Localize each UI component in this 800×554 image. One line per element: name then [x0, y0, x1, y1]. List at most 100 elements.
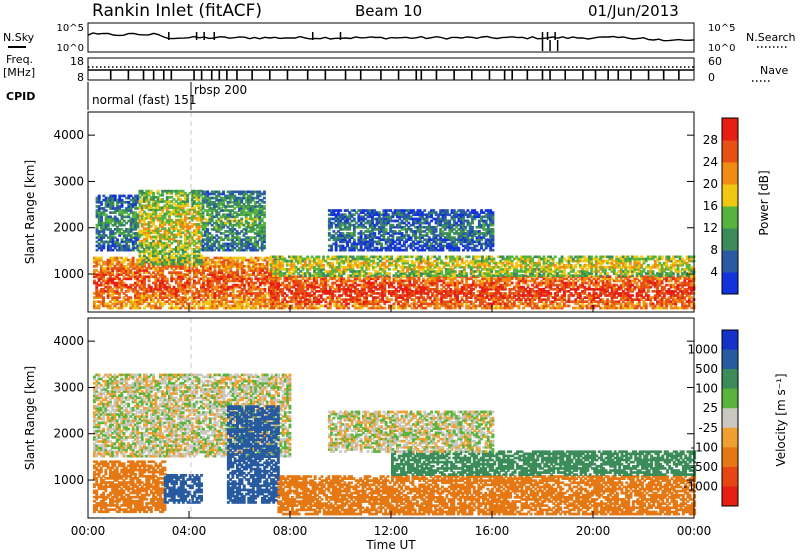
heatmap-cell [156, 306, 160, 310]
heatmap-cell [206, 219, 210, 223]
heatmap-cell [202, 302, 205, 306]
heatmap-cell [285, 304, 289, 308]
heatmap-cell [465, 281, 469, 285]
heatmap-cell [204, 267, 208, 270]
heatmap-cell [301, 290, 305, 293]
heatmap-cell [129, 277, 133, 281]
heatmap-cell [131, 256, 135, 260]
heatmap-cell [140, 225, 144, 228]
heatmap-cell [149, 294, 153, 297]
heatmap-cell [193, 294, 196, 297]
heatmap-cell [143, 231, 146, 235]
heatmap-cell [109, 306, 112, 310]
heatmap-cell [172, 290, 176, 293]
heatmap-cell [204, 287, 208, 291]
heatmap-cell [172, 235, 176, 239]
heatmap-cell [165, 221, 169, 224]
heatmap-cell [208, 298, 212, 301]
heatmap-cell [488, 279, 491, 283]
heatmap-cell [474, 283, 478, 287]
heatmap-cell [143, 218, 146, 222]
heatmap-cell [599, 285, 603, 289]
heatmap-cell [183, 292, 187, 295]
heatmap-cell [131, 262, 135, 266]
heatmap-cell [183, 298, 187, 301]
heatmap-cell [111, 248, 115, 252]
heatmap-cell [152, 218, 155, 222]
heatmap-cell [549, 292, 553, 295]
heatmap-cell [159, 250, 162, 253]
heatmap-cell [342, 281, 346, 285]
heatmap-cell [134, 203, 138, 206]
heatmap-cell [147, 206, 151, 210]
heatmap-cell [597, 283, 600, 287]
heatmap-cell [245, 265, 249, 268]
heatmap-cell [260, 200, 264, 204]
heatmap-cell [268, 285, 271, 289]
heatmap-cell [508, 287, 512, 291]
heatmap-cell [297, 302, 300, 306]
heatmap-cell [367, 294, 371, 297]
heatmap-cell [215, 240, 219, 244]
heatmap-cell [172, 233, 176, 237]
heatmap-cell [111, 232, 115, 235]
heatmap-cell [288, 290, 291, 293]
heatmap-cell [177, 302, 180, 306]
heatmap-cell [183, 246, 187, 249]
heatmap-cell [190, 189, 194, 193]
heatmap-cell [143, 287, 146, 291]
heatmap-cell [165, 296, 169, 299]
heatmap-cell [93, 275, 96, 279]
heatmap-cell [188, 271, 192, 274]
heatmap-cell [431, 277, 434, 281]
heatmap-cell [385, 281, 389, 285]
heatmap-cell [149, 258, 153, 262]
heatmap-cell [115, 256, 119, 260]
heatmap-cell [136, 215, 140, 219]
heatmap-cell [326, 296, 330, 299]
heatmap-cell [193, 254, 196, 258]
heatmap-cell [413, 285, 416, 289]
heatmap-cell [145, 290, 149, 293]
heatmap-cell [258, 262, 262, 266]
heatmap-cell [161, 200, 165, 203]
heatmap-cell [388, 298, 391, 301]
heatmap-cell [399, 281, 403, 285]
heatmap-cell [356, 290, 360, 293]
heatmap-cell [181, 231, 185, 235]
heatmap-cell [134, 298, 137, 301]
heatmap-cell [125, 244, 128, 248]
heatmap-cell [177, 283, 180, 287]
heatmap-cell [431, 302, 434, 306]
heatmap-cell [229, 292, 233, 295]
heatmap-cell [165, 246, 169, 249]
heatmap-cell [174, 200, 178, 203]
heatmap-cell [206, 300, 210, 304]
heatmap-cell [440, 296, 444, 299]
heatmap-cell [170, 210, 174, 214]
heatmap-cell [183, 200, 187, 203]
heatmap-cell [526, 294, 530, 297]
heatmap-cell [227, 306, 230, 310]
heatmap-cell [581, 292, 584, 295]
heatmap-cell [195, 191, 199, 195]
heatmap-cell [134, 223, 138, 227]
heatmap-cell [260, 228, 264, 231]
heatmap-cell [122, 304, 126, 308]
heatmap-cell [499, 285, 503, 289]
heatmap-cell [252, 287, 255, 291]
heatmap-cell [127, 296, 130, 299]
heatmap-cell [419, 285, 423, 289]
heatmap-cell [115, 262, 119, 266]
heatmap-cell [193, 256, 196, 260]
heatmap-cell [213, 196, 216, 200]
heatmap-cell [208, 215, 212, 219]
heatmap-cell [587, 302, 591, 306]
heatmap-cell [113, 236, 117, 239]
heatmap-cell [353, 285, 357, 289]
heatmap-cell [465, 302, 469, 306]
heatmap-cell [533, 277, 537, 281]
heatmap-cell [247, 287, 251, 291]
heatmap-cell [235, 205, 239, 208]
heatmap-cell [149, 225, 153, 228]
